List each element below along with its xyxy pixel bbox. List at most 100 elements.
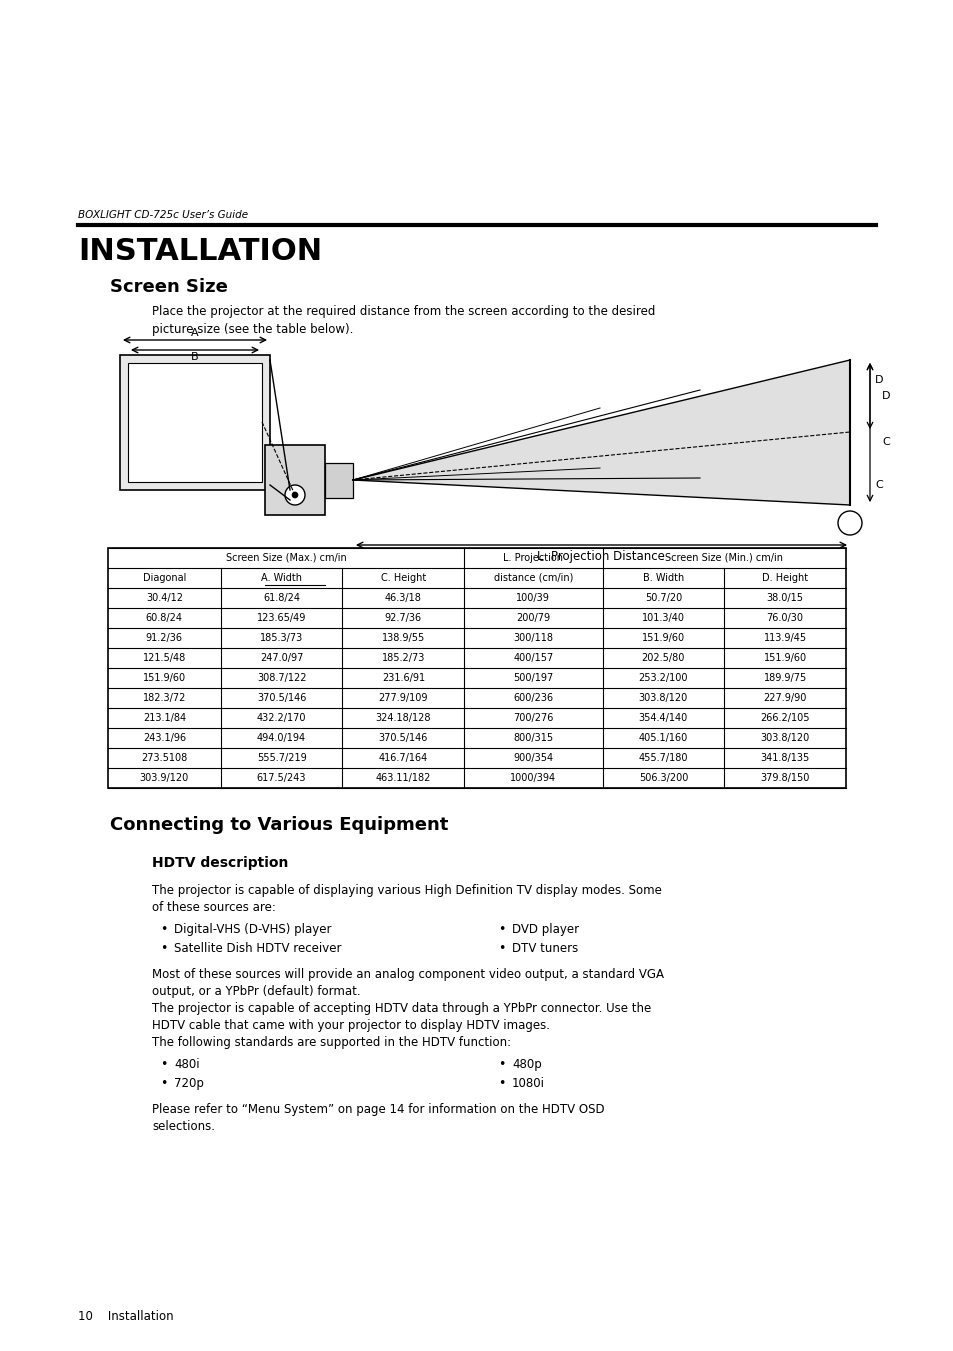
Bar bbox=[128, 363, 262, 482]
Text: 370.5/146: 370.5/146 bbox=[256, 693, 306, 703]
Text: The following standards are supported in the HDTV function:: The following standards are supported in… bbox=[152, 1036, 511, 1048]
Text: selections.: selections. bbox=[152, 1120, 214, 1133]
Text: 101.3/40: 101.3/40 bbox=[641, 613, 684, 623]
Text: 46.3/18: 46.3/18 bbox=[384, 593, 421, 603]
Text: 253.2/100: 253.2/100 bbox=[638, 673, 687, 684]
Text: Digital-VHS (D-VHS) player: Digital-VHS (D-VHS) player bbox=[173, 923, 331, 936]
Bar bbox=[325, 463, 353, 499]
Text: Satellite Dish HDTV receiver: Satellite Dish HDTV receiver bbox=[173, 942, 341, 955]
Text: 151.9/60: 151.9/60 bbox=[143, 673, 186, 684]
Text: The projector is capable of displaying various High Definition TV display modes.: The projector is capable of displaying v… bbox=[152, 884, 661, 897]
Text: 227.9/90: 227.9/90 bbox=[762, 693, 806, 703]
Text: HDTV description: HDTV description bbox=[152, 857, 288, 870]
Text: DVD player: DVD player bbox=[512, 923, 578, 936]
Bar bbox=[120, 355, 270, 490]
Text: 303.9/120: 303.9/120 bbox=[139, 773, 189, 784]
Text: 266.2/105: 266.2/105 bbox=[760, 713, 809, 723]
Text: Place the projector at the required distance from the screen according to the de: Place the projector at the required dist… bbox=[152, 305, 655, 317]
Text: L. Projection: L. Projection bbox=[503, 553, 563, 563]
Text: 432.2/170: 432.2/170 bbox=[256, 713, 306, 723]
Text: 480p: 480p bbox=[512, 1058, 541, 1071]
Text: •: • bbox=[160, 1058, 167, 1071]
Text: 10    Installation: 10 Installation bbox=[78, 1310, 173, 1323]
Text: D: D bbox=[882, 390, 889, 401]
Text: distance (cm/in): distance (cm/in) bbox=[493, 573, 573, 584]
Text: 92.7/36: 92.7/36 bbox=[384, 613, 421, 623]
Text: 379.8/150: 379.8/150 bbox=[760, 773, 809, 784]
Text: INSTALLATION: INSTALLATION bbox=[78, 236, 322, 266]
Text: 1000/394: 1000/394 bbox=[510, 773, 556, 784]
Text: 243.1/96: 243.1/96 bbox=[143, 734, 186, 743]
Text: Screen Size (Max.) cm/in: Screen Size (Max.) cm/in bbox=[226, 553, 346, 563]
Text: •: • bbox=[160, 1077, 167, 1090]
Text: 50.7/20: 50.7/20 bbox=[644, 593, 681, 603]
Text: Connecting to Various Equipment: Connecting to Various Equipment bbox=[110, 816, 448, 834]
Text: 60.8/24: 60.8/24 bbox=[146, 613, 183, 623]
Text: 354.4/140: 354.4/140 bbox=[639, 713, 687, 723]
Text: Please refer to “Menu System” on page 14 for information on the HDTV OSD: Please refer to “Menu System” on page 14… bbox=[152, 1102, 604, 1116]
Text: 113.9/45: 113.9/45 bbox=[762, 634, 806, 643]
Text: 189.9/75: 189.9/75 bbox=[762, 673, 806, 684]
Text: •: • bbox=[497, 1058, 505, 1071]
Text: 800/315: 800/315 bbox=[513, 734, 553, 743]
Text: 38.0/15: 38.0/15 bbox=[766, 593, 802, 603]
Text: 500/197: 500/197 bbox=[513, 673, 553, 684]
Text: 30.4/12: 30.4/12 bbox=[146, 593, 183, 603]
Text: 506.3/200: 506.3/200 bbox=[639, 773, 687, 784]
Text: 91.2/36: 91.2/36 bbox=[146, 634, 183, 643]
Text: 324.18/128: 324.18/128 bbox=[375, 713, 431, 723]
Text: Screen Size (Min.) cm/in: Screen Size (Min.) cm/in bbox=[664, 553, 782, 563]
Circle shape bbox=[285, 485, 305, 505]
Text: 185.3/73: 185.3/73 bbox=[260, 634, 303, 643]
Text: 247.0/97: 247.0/97 bbox=[259, 653, 303, 663]
Bar bbox=[108, 549, 845, 788]
Text: output, or a YPbPr (default) format.: output, or a YPbPr (default) format. bbox=[152, 985, 360, 998]
Text: L  Projection Distance: L Projection Distance bbox=[537, 550, 664, 563]
Bar bbox=[265, 444, 325, 515]
Text: 480i: 480i bbox=[173, 1058, 199, 1071]
Text: BOXLIGHT CD-725c User’s Guide: BOXLIGHT CD-725c User’s Guide bbox=[78, 209, 248, 220]
Text: 277.9/109: 277.9/109 bbox=[378, 693, 428, 703]
Text: A. Width: A. Width bbox=[261, 573, 302, 584]
Text: 405.1/160: 405.1/160 bbox=[639, 734, 687, 743]
Text: 273.5108: 273.5108 bbox=[141, 753, 188, 763]
Text: 400/157: 400/157 bbox=[513, 653, 553, 663]
Text: 900/354: 900/354 bbox=[513, 753, 553, 763]
Text: 123.65/49: 123.65/49 bbox=[256, 613, 306, 623]
Text: Most of these sources will provide an analog component video output, a standard : Most of these sources will provide an an… bbox=[152, 969, 663, 981]
Text: 100/39: 100/39 bbox=[516, 593, 550, 603]
Text: B: B bbox=[191, 353, 198, 362]
Text: 213.1/84: 213.1/84 bbox=[143, 713, 186, 723]
Text: •: • bbox=[497, 942, 505, 955]
Text: 200/79: 200/79 bbox=[516, 613, 550, 623]
Text: 231.6/91: 231.6/91 bbox=[381, 673, 424, 684]
Text: 1080i: 1080i bbox=[512, 1077, 544, 1090]
Text: •: • bbox=[160, 923, 167, 936]
Text: 202.5/80: 202.5/80 bbox=[641, 653, 684, 663]
Text: C: C bbox=[882, 436, 889, 447]
Text: C. Height: C. Height bbox=[380, 573, 425, 584]
Text: 303.8/120: 303.8/120 bbox=[639, 693, 687, 703]
Text: 370.5/146: 370.5/146 bbox=[378, 734, 428, 743]
Text: 463.11/182: 463.11/182 bbox=[375, 773, 431, 784]
Text: 76.0/30: 76.0/30 bbox=[766, 613, 802, 623]
Text: 600/236: 600/236 bbox=[513, 693, 553, 703]
Text: 121.5/48: 121.5/48 bbox=[143, 653, 186, 663]
Text: C: C bbox=[874, 480, 882, 490]
Text: 617.5/243: 617.5/243 bbox=[256, 773, 306, 784]
Text: of these sources are:: of these sources are: bbox=[152, 901, 275, 915]
Text: 455.7/180: 455.7/180 bbox=[638, 753, 687, 763]
Text: 720p: 720p bbox=[173, 1077, 204, 1090]
Text: •: • bbox=[497, 1077, 505, 1090]
Text: picture size (see the table below).: picture size (see the table below). bbox=[152, 323, 353, 336]
Text: 494.0/194: 494.0/194 bbox=[256, 734, 306, 743]
Text: 61.8/24: 61.8/24 bbox=[263, 593, 300, 603]
Text: 138.9/55: 138.9/55 bbox=[381, 634, 424, 643]
Text: HDTV cable that came with your projector to display HDTV images.: HDTV cable that came with your projector… bbox=[152, 1019, 550, 1032]
Circle shape bbox=[837, 511, 862, 535]
Text: The projector is capable of accepting HDTV data through a YPbPr connector. Use t: The projector is capable of accepting HD… bbox=[152, 1002, 651, 1015]
Text: 300/118: 300/118 bbox=[513, 634, 553, 643]
Text: D. Height: D. Height bbox=[761, 573, 807, 584]
Text: Screen Size: Screen Size bbox=[110, 278, 228, 296]
Text: 555.7/219: 555.7/219 bbox=[256, 753, 306, 763]
